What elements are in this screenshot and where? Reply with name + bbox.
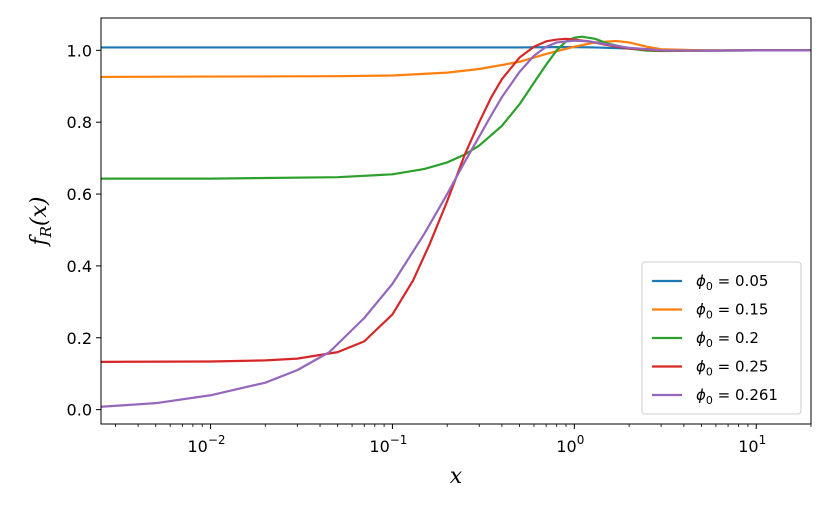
legend-box <box>641 261 802 415</box>
x-tick-label-2: 100 <box>556 433 584 456</box>
legend-label-1: ϕ0 = 0.15 <box>696 301 768 322</box>
y-tick-label-0: 0.0 <box>67 401 92 420</box>
legend-label-2: ϕ0 = 0.2 <box>696 329 759 350</box>
plot-area <box>101 35 811 408</box>
y-axis-label: fR(x) <box>27 196 55 247</box>
y-tick-label-4: 0.8 <box>67 113 92 132</box>
x-tick-label-1: 10−1 <box>369 433 407 456</box>
legend-label-4: ϕ0 = 0.261 <box>696 386 778 407</box>
series-line-4 <box>101 39 811 408</box>
legend-label-3: ϕ0 = 0.25 <box>696 358 768 379</box>
y-tick-label-2: 0.4 <box>67 257 92 276</box>
y-tick-label-1: 0.2 <box>67 329 92 348</box>
x-tick-label-0: 10−2 <box>187 433 225 456</box>
y-tick-label-3: 0.6 <box>67 185 92 204</box>
legend: ϕ0 = 0.05 ϕ0 = 0.15 ϕ0 = 0.2 ϕ0 = 0.25 ϕ0 = … <box>641 261 802 415</box>
y-tick-label-5: 1.0 <box>67 41 92 60</box>
series-line-2 <box>101 35 811 180</box>
y-axis-label-text: fR(x) <box>27 196 55 247</box>
legend-label-0: ϕ0 = 0.05 <box>696 272 768 293</box>
x-axis-label: x <box>450 464 463 489</box>
axes-frame <box>100 17 812 425</box>
ticks: 0.0 0.2 0.4 0.6 0.8 1.0 10−2 10−1 100 101 <box>67 41 812 456</box>
x-tick-label-3: 101 <box>738 433 766 456</box>
